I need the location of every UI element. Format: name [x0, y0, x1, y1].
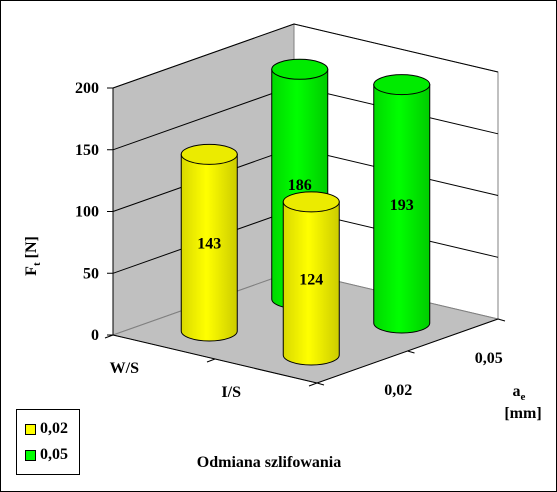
y-axis-title-unit: [N] — [23, 236, 40, 262]
legend-swatch-1 — [25, 449, 36, 461]
y-axis-title-main: F — [23, 266, 40, 276]
z-tick-label: 0,02 — [384, 382, 412, 399]
y-axis-title-sub: t — [31, 262, 43, 266]
x-tick-mark — [308, 382, 318, 387]
legend-label-0: 0,02 — [40, 420, 68, 437]
gridline — [112, 23, 499, 89]
legend: 0,02 0,05 — [16, 409, 80, 475]
z-axis-title-main: a — [513, 383, 521, 400]
bars: 186 193 143 124 — [180, 58, 431, 366]
z-tick-mark — [497, 318, 506, 322]
y-tick-label: 200 — [75, 80, 99, 97]
bar-cylinder: 124 — [282, 191, 340, 366]
data-label: 143 — [197, 236, 221, 253]
bar-cylinder: 143 — [180, 143, 238, 342]
legend-item-0: 0,02 — [25, 420, 68, 438]
data-label: 186 — [288, 177, 312, 194]
y-tick-label: 150 — [75, 142, 99, 159]
y-ticks: 0 50 100 150 200 — [75, 80, 113, 344]
y-tick-label: 0 — [91, 327, 99, 344]
z-tick-mark — [407, 350, 415, 354]
bar-cylinder: 193 — [373, 74, 431, 334]
x-tick-mark — [206, 358, 216, 363]
x-tick-mark — [104, 334, 114, 339]
bar-body — [282, 201, 340, 366]
z-axis-title: ae — [513, 383, 526, 403]
z-ticks: 0,02 0,05 — [316, 318, 506, 399]
bar-body — [373, 84, 431, 334]
x-ticks: W/S I/S — [104, 334, 318, 401]
bar-top — [271, 58, 329, 80]
bar-top — [180, 143, 238, 165]
legend-item-1: 0,05 — [25, 446, 68, 464]
z-axis-title-sub: e — [521, 391, 526, 403]
x-tick-label: I/S — [221, 384, 241, 401]
y-tick-label: 50 — [83, 265, 99, 282]
y-tick-label: 100 — [75, 204, 99, 221]
legend-label-1: 0,05 — [40, 446, 68, 463]
bar-body — [180, 153, 238, 342]
bar-top — [282, 191, 340, 213]
data-label: 193 — [390, 197, 414, 214]
legend-swatch-0 — [25, 423, 36, 435]
z-tick-label: 0,05 — [475, 350, 503, 367]
x-tick-label: W/S — [110, 360, 139, 377]
data-label: 124 — [299, 271, 323, 288]
x-axis-title: Odmiana szlifowania — [197, 454, 341, 471]
bar-top — [373, 74, 431, 96]
z-tick-mark — [316, 382, 325, 386]
z-axis-title-unit: [mm] — [504, 405, 541, 422]
y-axis-title: Ft [N] — [23, 236, 43, 276]
